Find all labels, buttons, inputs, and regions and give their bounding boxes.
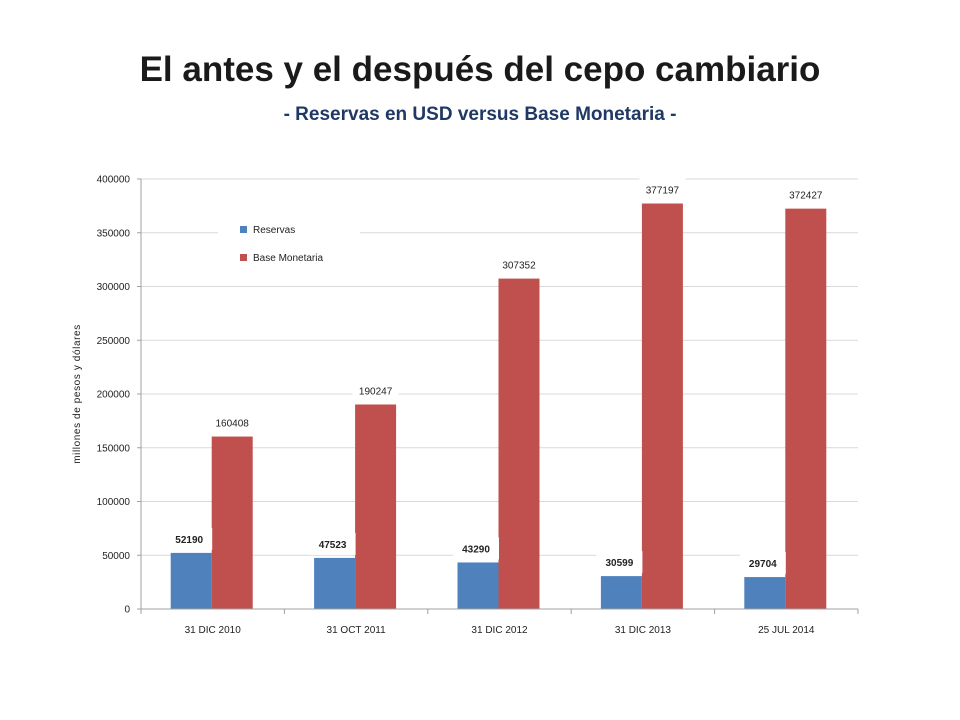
bar-reservas — [314, 557, 356, 609]
y-tick-label: 250000 — [97, 336, 131, 347]
y-tick-label: 100000 — [97, 497, 131, 508]
legend-label: Base Monetaria — [253, 253, 323, 264]
data-label-reservas: 43290 — [462, 544, 490, 555]
x-tick-label: 31 DIC 2013 — [615, 625, 672, 636]
y-tick-label: 0 — [124, 605, 130, 616]
data-label-box — [739, 552, 786, 575]
y-tick-label: 350000 — [97, 228, 131, 239]
data-label-reservas: 52190 — [175, 535, 203, 546]
legend-swatch — [240, 226, 247, 233]
y-tick-label: 150000 — [97, 443, 131, 454]
bar-base-monetaria — [355, 404, 397, 609]
data-label-base-monetaria: 372427 — [789, 191, 823, 202]
bar-base-monetaria — [211, 436, 253, 609]
x-tick-label: 31 DIC 2010 — [185, 625, 242, 636]
data-label-box — [596, 551, 643, 574]
bar-reservas — [170, 552, 212, 609]
page-subtitle: - Reservas en USD versus Base Monetaria … — [283, 104, 677, 125]
y-tick-label: 50000 — [102, 551, 130, 562]
data-label-base-monetaria: 160408 — [216, 419, 250, 430]
data-label-box — [209, 411, 256, 434]
x-tick-label: 31 DIC 2012 — [471, 625, 528, 636]
data-label-reservas: 47523 — [319, 540, 347, 551]
data-label-box — [309, 532, 356, 555]
data-label-box — [352, 379, 399, 402]
y-tick-label: 200000 — [97, 390, 131, 401]
data-label-box — [639, 178, 686, 201]
axes: 0 50000 100000 150000 200000 250000 300000 3500… — [97, 175, 859, 636]
data-label-base-monetaria: 190247 — [359, 386, 393, 397]
y-tick-label: 300000 — [97, 282, 131, 293]
x-tick-label: 25 JUL 2014 — [758, 625, 815, 636]
bar-reservas — [457, 562, 499, 609]
data-label-base-monetaria: 377197 — [646, 186, 680, 197]
data-label-reservas: 29704 — [749, 559, 777, 570]
legend: Reservas Base Monetaria — [218, 217, 360, 269]
data-label-reservas: 30599 — [605, 558, 633, 569]
legend-swatch — [240, 254, 247, 261]
bar-reservas — [744, 577, 786, 609]
bar-base-monetaria — [785, 208, 827, 609]
data-label-box — [166, 527, 213, 550]
bar-base-monetaria — [641, 203, 683, 609]
bar-base-monetaria — [498, 278, 540, 609]
data-label-box — [453, 537, 499, 560]
page-title: El antes y el después del cepo cambiario — [139, 50, 821, 89]
y-axis-label: millones de pesos y dólares — [72, 324, 83, 464]
bars — [170, 203, 827, 609]
legend-label: Reservas — [253, 225, 295, 236]
data-label-box — [782, 183, 829, 206]
data-label-box — [496, 253, 542, 276]
y-tick-label: 400000 — [97, 175, 131, 186]
data-labels: 52190 160408 47523 190247 43290 307352 30599 37… — [166, 178, 829, 575]
data-label-base-monetaria: 307352 — [502, 261, 536, 272]
bar-reservas — [600, 576, 642, 609]
x-tick-label: 31 OCT 2011 — [327, 625, 387, 636]
